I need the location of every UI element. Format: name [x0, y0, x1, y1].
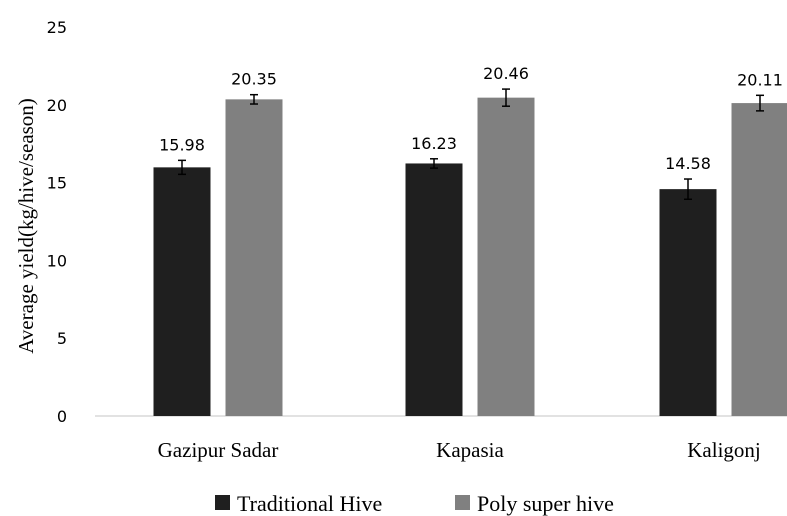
bar [659, 189, 717, 416]
data-label: 20.11 [737, 70, 783, 89]
legend-label: Traditional Hive [237, 491, 382, 516]
category-label: Kapasia [436, 438, 504, 462]
y-tick-label: 25 [47, 18, 67, 37]
bar [477, 97, 535, 417]
bar [405, 163, 463, 416]
bar [153, 167, 211, 416]
data-label: 15.98 [159, 135, 205, 154]
error-bar [502, 88, 510, 107]
category-labels: Gazipur Sadar Kapasia Kaligonj [158, 438, 761, 462]
error-bar [756, 94, 764, 112]
error-bar [430, 158, 438, 169]
error-bar [684, 178, 692, 200]
y-axis-title: Average yield(kg/hive/season) [14, 98, 38, 354]
data-label: 20.46 [483, 64, 529, 83]
legend-swatch [455, 495, 470, 510]
y-tick-label: 10 [47, 251, 67, 270]
bars: 15.98 16.23 14.58 20.35 20.46 20.11 [153, 64, 787, 417]
legend-swatch [215, 495, 230, 510]
bar [731, 103, 787, 416]
y-tick-label: 15 [47, 174, 67, 193]
y-tick-label: 5 [57, 329, 67, 348]
data-label: 20.35 [231, 70, 277, 89]
legend-label: Poly super hive [477, 491, 614, 516]
y-tick-label: 20 [47, 96, 67, 115]
y-axis-ticks: 0 5 10 15 20 25 [47, 18, 67, 426]
bar [225, 99, 283, 416]
error-bar [250, 93, 258, 105]
legend: Traditional Hive Poly super hive [215, 491, 614, 516]
data-label: 14.58 [665, 154, 711, 173]
y-tick-label: 0 [57, 407, 67, 426]
error-bar [178, 159, 186, 176]
data-label: 16.23 [411, 134, 457, 153]
category-label: Kaligonj [687, 438, 761, 462]
category-label: Gazipur Sadar [158, 438, 279, 462]
